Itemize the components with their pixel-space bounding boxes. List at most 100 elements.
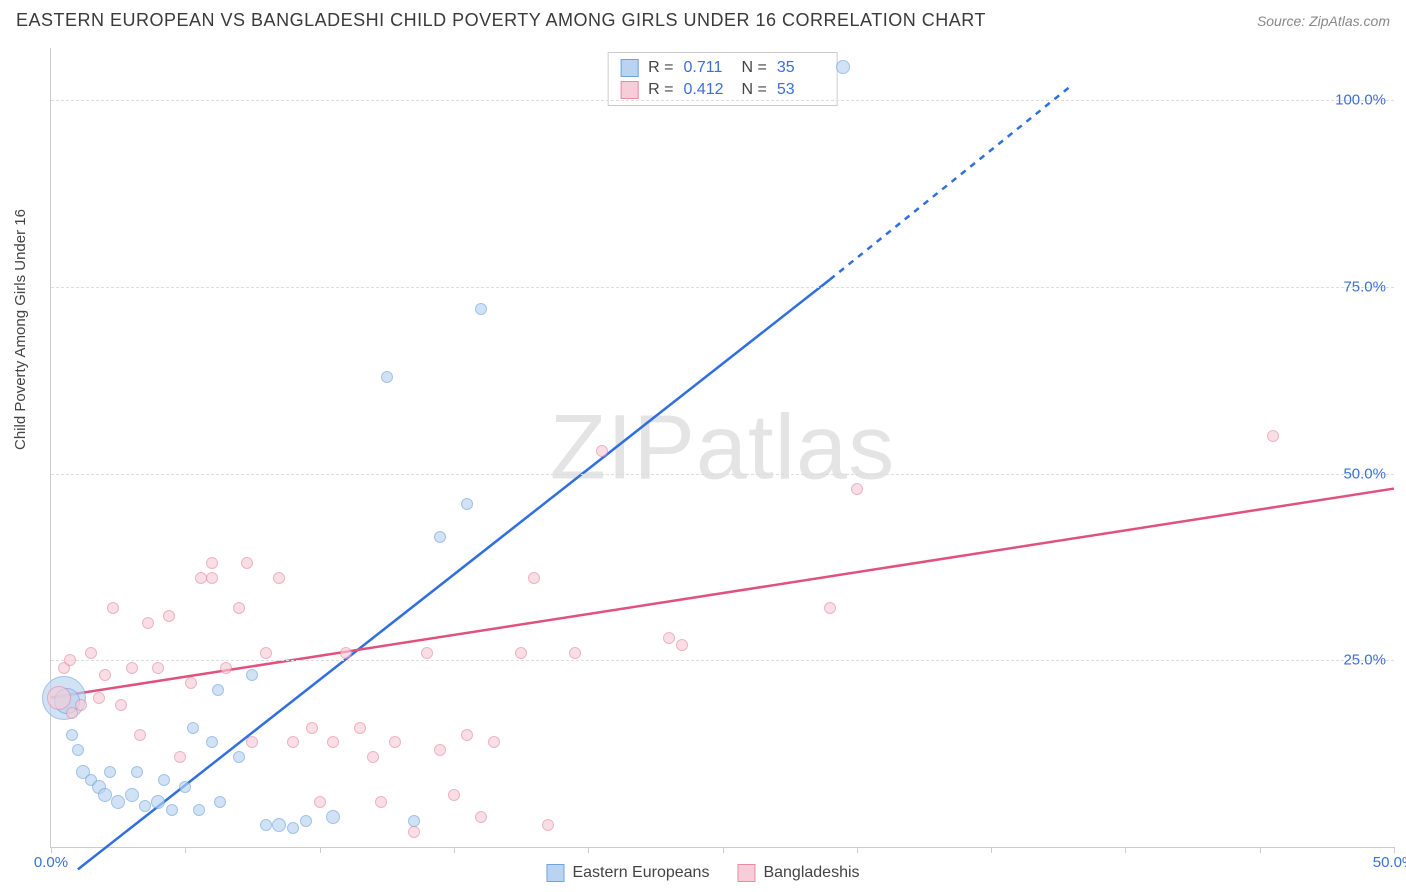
scatter-point — [206, 736, 218, 748]
scatter-point — [273, 572, 285, 584]
stats-row: R = 0.412 N = 53 — [620, 79, 825, 101]
y-tick-label: 50.0% — [1343, 465, 1386, 482]
scatter-point — [663, 632, 675, 644]
scatter-point — [214, 796, 226, 808]
chart-title: EASTERN EUROPEAN VS BANGLADESHI CHILD PO… — [16, 10, 986, 31]
scatter-point — [327, 736, 339, 748]
scatter-point — [272, 818, 286, 832]
scatter-point — [542, 819, 554, 831]
scatter-point — [287, 736, 299, 748]
scatter-point — [98, 788, 112, 802]
scatter-point — [354, 722, 366, 734]
correlation-stats-box: R =0.711N =35R =0.412N =53 — [607, 52, 838, 106]
scatter-point — [115, 699, 127, 711]
scatter-point — [836, 60, 850, 74]
scatter-point — [260, 647, 272, 659]
r-label: R = — [648, 81, 673, 99]
scatter-point — [212, 684, 224, 696]
x-tick — [723, 847, 724, 853]
gridline — [51, 287, 1394, 288]
scatter-point — [185, 677, 197, 689]
scatter-point — [246, 669, 258, 681]
scatter-point — [367, 751, 379, 763]
scatter-point — [287, 822, 299, 834]
scatter-point — [475, 303, 487, 315]
gridline — [51, 660, 1394, 661]
scatter-point — [139, 800, 151, 812]
scatter-point — [233, 602, 245, 614]
scatter-point — [434, 531, 446, 543]
n-label: N = — [742, 81, 767, 99]
scatter-point — [206, 557, 218, 569]
r-value: 0.412 — [684, 81, 732, 99]
scatter-point — [158, 774, 170, 786]
scatter-point — [461, 498, 473, 510]
legend-label: Eastern Europeans — [572, 864, 709, 882]
scatter-point — [104, 766, 116, 778]
scatter-point — [434, 744, 446, 756]
x-tick — [1260, 847, 1261, 853]
scatter-point — [193, 804, 205, 816]
scatter-point — [246, 736, 258, 748]
scatter-point — [107, 602, 119, 614]
scatter-point — [233, 751, 245, 763]
scatter-point — [408, 826, 420, 838]
scatter-point — [174, 751, 186, 763]
scatter-point — [475, 811, 487, 823]
scatter-point — [596, 445, 608, 457]
scatter-point — [187, 722, 199, 734]
x-tick — [588, 847, 589, 853]
scatter-point — [326, 810, 340, 824]
x-tick — [1394, 847, 1395, 853]
stats-row: R =0.711N =35 — [620, 57, 825, 79]
x-tick — [1125, 847, 1126, 853]
scatter-point — [515, 647, 527, 659]
x-tick-label: 0.0% — [34, 854, 68, 871]
scatter-point — [408, 815, 420, 827]
chart-plot-area: ZIPatlas R =0.711N =35R =0.412N =53 25.0… — [50, 48, 1394, 848]
trend-line — [78, 279, 830, 869]
x-tick — [857, 847, 858, 853]
scatter-point — [179, 781, 191, 793]
scatter-point — [131, 766, 143, 778]
series-legend: Eastern Europeans Bangladeshis — [546, 864, 859, 882]
scatter-point — [152, 662, 164, 674]
trend-lines-layer — [51, 48, 1394, 847]
scatter-point — [375, 796, 387, 808]
trend-line — [51, 489, 1394, 698]
y-tick-label: 25.0% — [1343, 652, 1386, 669]
x-tick — [454, 847, 455, 853]
scatter-point — [163, 610, 175, 622]
x-tick — [51, 847, 52, 853]
x-tick — [991, 847, 992, 853]
scatter-point — [389, 736, 401, 748]
scatter-point — [75, 699, 87, 711]
legend-item: Bangladeshis — [737, 864, 859, 882]
scatter-point — [314, 796, 326, 808]
scatter-point — [1267, 430, 1279, 442]
scatter-point — [134, 729, 146, 741]
scatter-point — [824, 602, 836, 614]
scatter-point — [676, 639, 688, 651]
scatter-point — [126, 662, 138, 674]
scatter-point — [85, 647, 97, 659]
x-tick — [320, 847, 321, 853]
series-swatch — [737, 864, 755, 882]
y-axis-label: Child Poverty Among Girls Under 16 — [12, 209, 29, 450]
scatter-point — [300, 815, 312, 827]
r-value: 0.711 — [684, 59, 732, 77]
scatter-point — [306, 722, 318, 734]
n-label: N = — [742, 59, 767, 77]
x-tick-label: 50.0% — [1373, 854, 1406, 871]
n-value: 53 — [777, 81, 825, 99]
scatter-point — [125, 788, 139, 802]
gridline — [51, 474, 1394, 475]
scatter-point — [381, 371, 393, 383]
scatter-point — [851, 483, 863, 495]
scatter-point — [260, 819, 272, 831]
scatter-point — [166, 804, 178, 816]
scatter-point — [72, 744, 84, 756]
scatter-point — [241, 557, 253, 569]
gridline — [51, 100, 1394, 101]
scatter-point — [488, 736, 500, 748]
